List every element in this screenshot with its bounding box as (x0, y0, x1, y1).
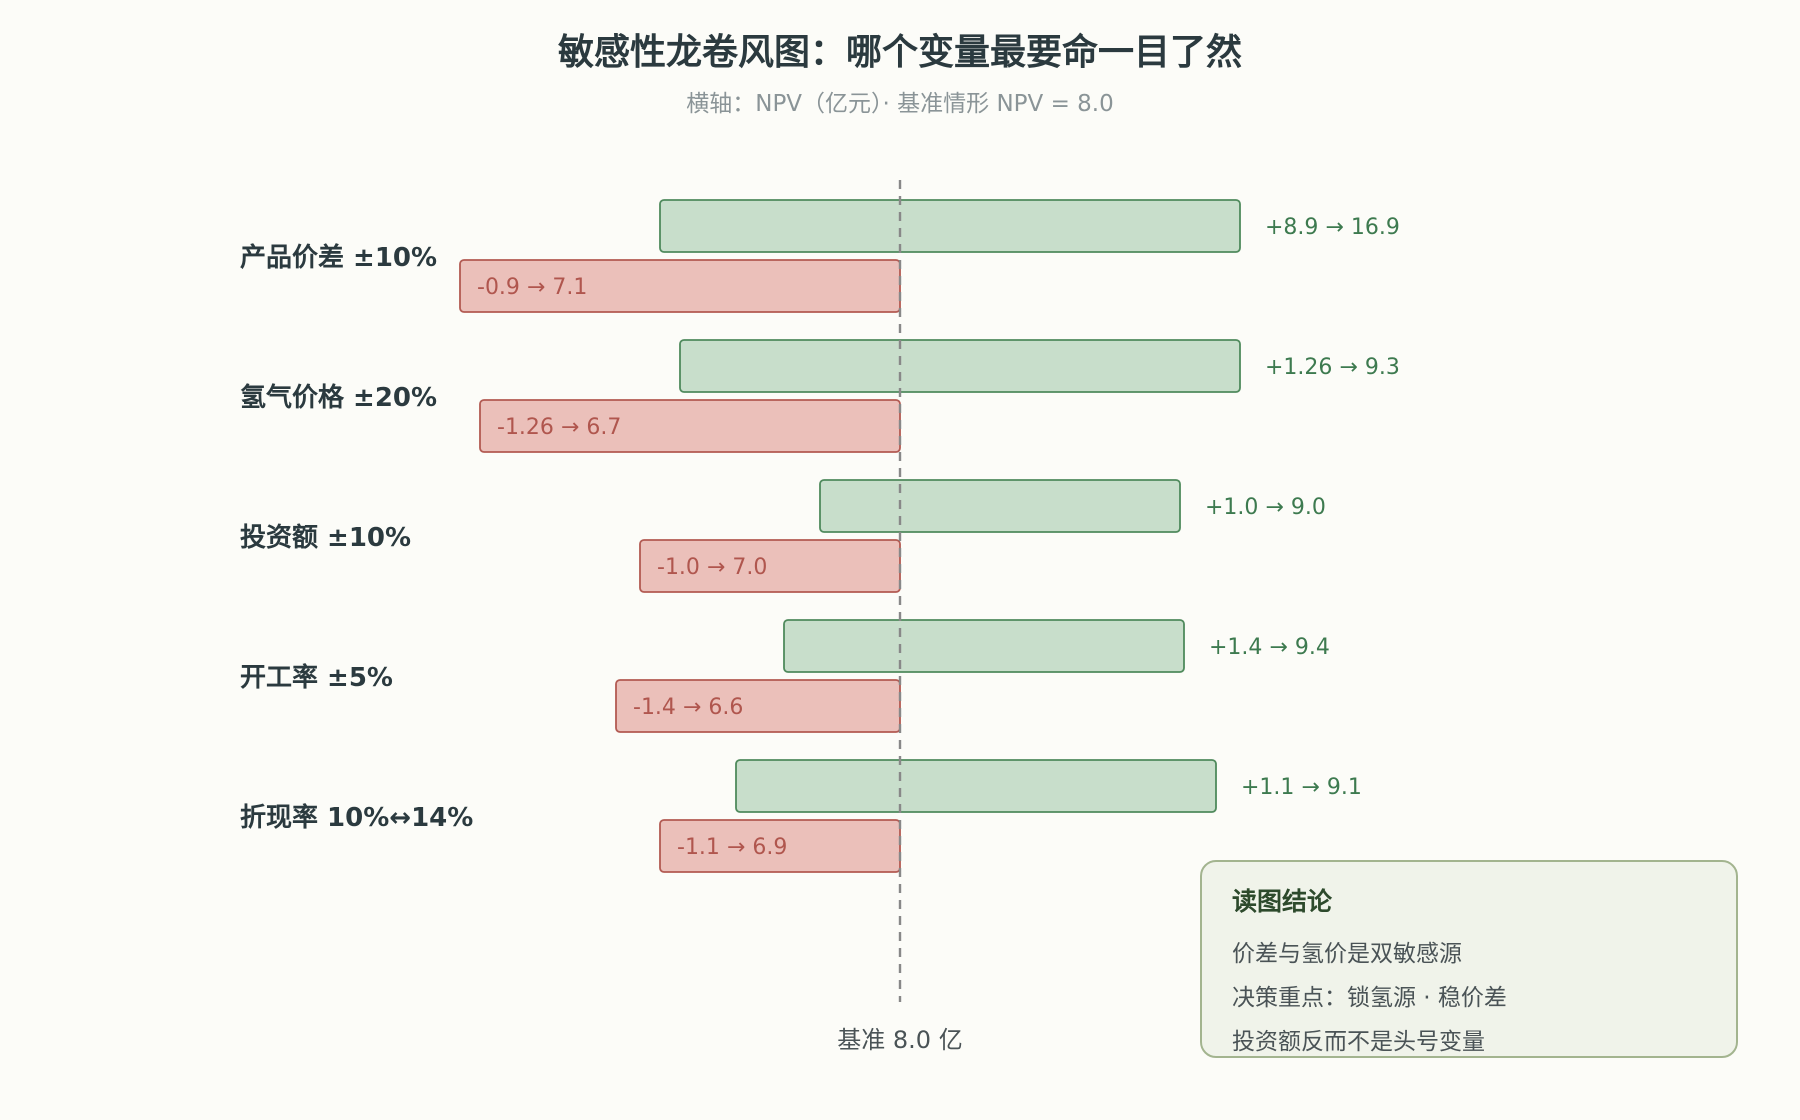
upside-bar (679, 339, 1241, 393)
downside-bar (659, 819, 901, 873)
downside-bar (615, 679, 901, 733)
category-label: 氢气价格 ±20% (240, 382, 437, 413)
downside-value-label: -1.4 → 6.6 (633, 695, 743, 720)
upside-value-label: +1.4 → 9.4 (1209, 635, 1330, 660)
conclusion-line: 决策重点：锁氢源 · 稳价差 (1232, 985, 1507, 1011)
upside-value-label: +1.26 → 9.3 (1265, 355, 1400, 380)
category-label: 产品价差 ±10% (240, 242, 437, 273)
chart-subtitle: 横轴：NPV（亿元）· 基准情形 NPV = 8.0 (686, 91, 1114, 117)
conclusion-box: 读图结论 价差与氢价是双敏感源 决策重点：锁氢源 · 稳价差 投资额反而不是头号… (1200, 860, 1738, 1058)
conclusion-line: 投资额反而不是头号变量 (1232, 1029, 1485, 1055)
category-label: 投资额 ±10% (240, 523, 411, 553)
chart-title: 敏感性龙卷风图：哪个变量最要命一目了然 (558, 31, 1242, 73)
upside-bar (783, 619, 1185, 673)
upside-value-label: +1.0 → 9.0 (1205, 495, 1326, 520)
upside-bar (735, 759, 1217, 813)
downside-value-label: -0.9 → 7.1 (477, 275, 587, 300)
conclusion-line: 价差与氢价是双敏感源 (1232, 941, 1462, 967)
upside-value-label: +1.1 → 9.1 (1241, 775, 1362, 800)
downside-value-label: -1.26 → 6.7 (497, 415, 621, 440)
category-label: 开工率 ±5% (240, 662, 393, 693)
downside-value-label: -1.0 → 7.0 (657, 555, 767, 580)
upside-bar (819, 479, 1181, 533)
bars-layer: 产品价差 ±10% +8.9 → 16.9 -0.9 → 7.1 氢气价格 ±20% +… (240, 199, 1400, 873)
category-label: 折现率 10%↔14% (240, 802, 473, 833)
baseline-label: 基准 8.0 亿 (837, 1026, 962, 1054)
upside-bar (659, 199, 1241, 253)
upside-value-label: +8.9 → 16.9 (1265, 215, 1400, 240)
downside-value-label: -1.1 → 6.9 (677, 835, 787, 860)
downside-bar (459, 259, 901, 313)
conclusion-title: 读图结论 (1232, 887, 1333, 916)
